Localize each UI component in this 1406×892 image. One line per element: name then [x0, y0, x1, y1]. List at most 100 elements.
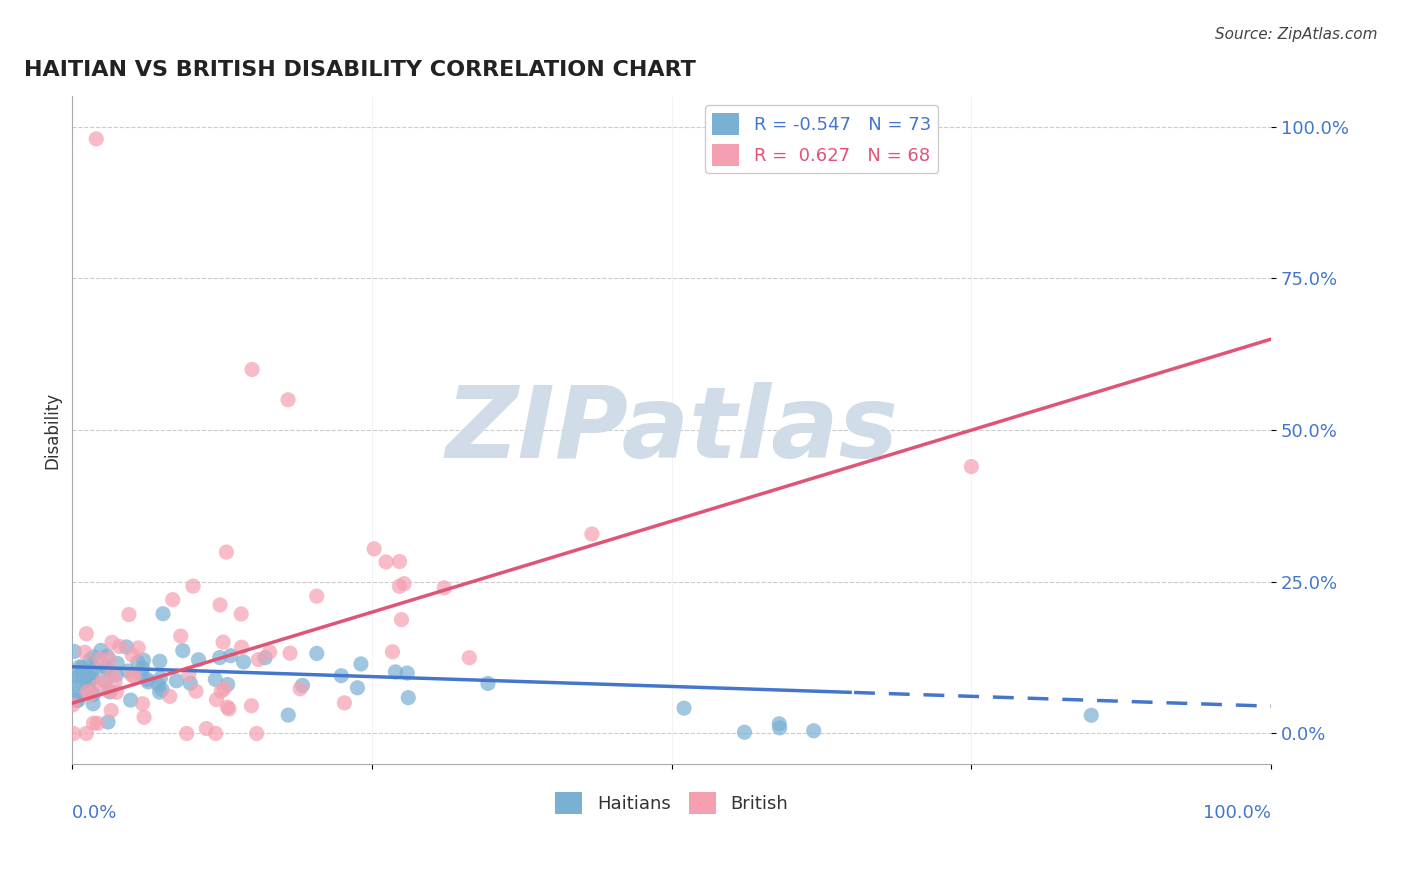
Text: 100.0%: 100.0%	[1204, 804, 1271, 822]
British	[333, 696, 356, 710]
British	[240, 698, 263, 713]
British	[209, 684, 232, 698]
Legend: Haitians, British: Haitians, British	[548, 785, 796, 822]
Text: HAITIAN VS BRITISH DISABILITY CORRELATION CHART: HAITIAN VS BRITISH DISABILITY CORRELATIO…	[24, 60, 696, 79]
Haitians	[62, 680, 84, 694]
British	[181, 579, 204, 593]
Haitians	[204, 673, 226, 687]
Haitians	[70, 660, 93, 674]
British	[381, 645, 404, 659]
Haitians	[179, 676, 201, 690]
Haitians	[82, 697, 104, 711]
Haitians	[232, 655, 254, 669]
British	[104, 675, 127, 690]
Haitians	[254, 650, 277, 665]
Haitians	[94, 673, 117, 688]
Haitians	[217, 677, 239, 691]
British	[278, 646, 301, 660]
British	[212, 635, 235, 649]
British	[231, 640, 253, 655]
British	[391, 613, 413, 627]
British	[108, 640, 131, 654]
British	[84, 132, 107, 146]
British	[159, 690, 181, 704]
British	[75, 626, 97, 640]
Haitians	[80, 667, 103, 681]
British	[132, 710, 155, 724]
British	[259, 645, 281, 659]
British	[305, 589, 328, 603]
British	[101, 635, 124, 649]
Haitians	[305, 647, 328, 661]
Haitians	[67, 670, 90, 684]
Haitians	[120, 693, 142, 707]
Haitians	[277, 708, 299, 723]
Haitians	[79, 653, 101, 667]
Haitians	[77, 677, 100, 691]
Haitians	[82, 687, 104, 701]
British	[121, 648, 143, 662]
British	[433, 581, 456, 595]
British	[170, 629, 193, 643]
Haitians	[90, 643, 112, 657]
British	[100, 704, 122, 718]
British	[388, 555, 411, 569]
British	[98, 652, 121, 666]
British	[118, 607, 141, 622]
Haitians	[98, 685, 121, 699]
Haitians	[187, 653, 209, 667]
Haitians	[152, 607, 174, 621]
British	[205, 692, 228, 706]
Haitians	[131, 661, 153, 675]
Haitians	[66, 693, 89, 707]
Haitians	[396, 666, 419, 681]
Haitians	[733, 725, 755, 739]
Haitians	[769, 721, 792, 735]
Y-axis label: Disability: Disability	[44, 392, 60, 468]
Haitians	[96, 648, 118, 663]
Haitians	[136, 675, 159, 690]
Haitians	[291, 678, 314, 692]
Haitians	[97, 714, 120, 729]
Haitians	[219, 648, 242, 663]
British	[458, 650, 481, 665]
British	[246, 726, 269, 740]
Haitians	[150, 682, 173, 697]
Haitians	[384, 665, 406, 679]
British	[62, 698, 84, 712]
British	[375, 555, 398, 569]
British	[122, 670, 145, 684]
Text: Source: ZipAtlas.com: Source: ZipAtlas.com	[1215, 27, 1378, 42]
British	[86, 679, 108, 693]
Haitians	[115, 640, 138, 654]
Haitians	[73, 672, 96, 686]
British	[960, 459, 983, 474]
Text: 0.0%: 0.0%	[72, 804, 118, 822]
British	[195, 722, 218, 736]
Haitians	[165, 673, 187, 688]
Haitians	[83, 649, 105, 664]
Haitians	[63, 644, 86, 658]
Haitians	[70, 666, 93, 681]
British	[217, 700, 239, 714]
Haitians	[172, 643, 194, 657]
Haitians	[66, 685, 89, 699]
Haitians	[208, 650, 231, 665]
Haitians	[396, 690, 419, 705]
Haitians	[76, 676, 98, 690]
British	[215, 545, 238, 559]
Haitians	[330, 669, 353, 683]
British	[86, 716, 108, 731]
British	[176, 726, 198, 740]
Haitians	[350, 657, 373, 671]
British	[177, 667, 200, 681]
British	[127, 640, 149, 655]
British	[184, 684, 207, 698]
Haitians	[94, 660, 117, 674]
British	[388, 579, 411, 593]
British	[79, 688, 101, 702]
Haitians	[117, 664, 139, 678]
Haitians	[127, 655, 149, 669]
Haitians	[104, 668, 127, 682]
British	[277, 392, 299, 407]
